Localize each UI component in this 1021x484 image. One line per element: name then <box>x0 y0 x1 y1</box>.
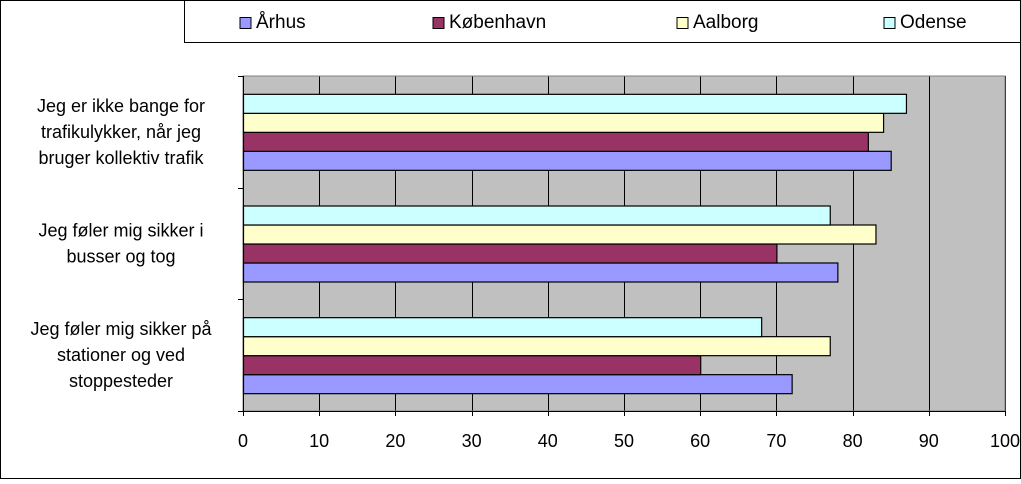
legend-label: Aalborg <box>693 12 759 33</box>
legend-label: Odense <box>900 12 967 33</box>
bar-3-series-1 <box>242 374 793 395</box>
y-category-label-line: bruger kollektiv trafik <box>38 148 204 168</box>
x-tick-label: 40 <box>538 431 558 451</box>
bar-3-series-4 <box>242 317 763 338</box>
bar-2-series-3 <box>242 224 877 245</box>
bar-2-series-1 <box>242 262 839 283</box>
x-tick-label: 90 <box>919 431 939 451</box>
x-tick-label: 60 <box>690 431 710 451</box>
x-tick-label: 20 <box>385 431 405 451</box>
legend-label: København <box>449 12 546 33</box>
legend-swatch <box>676 17 689 29</box>
x-tick-label: 70 <box>766 431 786 451</box>
bar-1-series-2 <box>242 131 869 152</box>
legend: Århus København Aalborg Odense <box>239 12 967 33</box>
y-category-label-line: trafikulykker, når jeg <box>41 122 201 142</box>
bars <box>242 93 908 395</box>
y-category-label: Jeg føler mig sikker i busser og tog <box>38 221 203 267</box>
y-category-label-line: stationer og ved <box>57 345 185 365</box>
legend-label: Århus <box>256 12 306 33</box>
x-tick-label: 100 <box>990 431 1020 451</box>
bar-3-series-3 <box>242 336 831 357</box>
y-category-label-line: Jeg er ikke bange for <box>37 96 205 116</box>
y-category-label-line: busser og tog <box>66 247 175 267</box>
bar-1-series-4 <box>242 93 908 114</box>
x-tick-label: 80 <box>843 431 863 451</box>
bar-1-series-3 <box>242 112 885 133</box>
bar-2-series-2 <box>242 243 778 264</box>
y-category-label: Jeg er ikke bange for trafikulykker, når … <box>37 96 205 168</box>
y-category-label-line: stoppesteder <box>69 371 173 391</box>
y-category-label-line: Jeg føler mig sikker på <box>30 319 212 339</box>
y-category-label-line: Jeg føler mig sikker i <box>38 221 203 241</box>
bar-3-series-2 <box>242 355 702 376</box>
legend-box <box>184 0 1021 43</box>
legend-swatch <box>432 17 445 29</box>
legend-swatch <box>239 17 252 29</box>
x-tick-label: 50 <box>614 431 634 451</box>
legend-swatch <box>883 17 896 29</box>
x-tick-labels: 0 10 20 30 40 50 60 70 80 90 100 <box>238 431 1020 451</box>
x-tick-label: 10 <box>309 431 329 451</box>
x-tick-label: 0 <box>238 431 248 451</box>
bar-2-series-4 <box>242 205 831 226</box>
y-category-label: Jeg føler mig sikker på stationer og ved s… <box>30 319 212 391</box>
y-tick-labels: Jeg er ikke bange for trafikulykker, når … <box>30 96 212 391</box>
bar-1-series-1 <box>242 150 892 171</box>
x-tick-label: 30 <box>462 431 482 451</box>
